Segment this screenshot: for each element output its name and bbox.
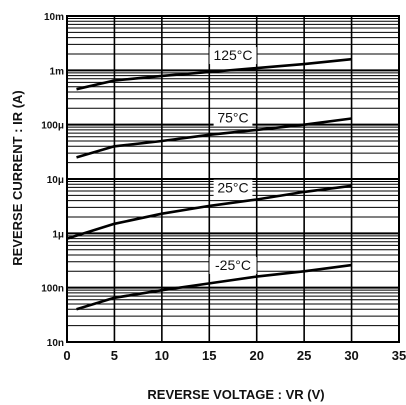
series-label: -25°C — [215, 257, 251, 273]
series-label-bg — [213, 179, 253, 197]
series-label: 125°C — [213, 47, 252, 63]
series-lines — [66, 57, 352, 311]
series-label: 25°C — [217, 180, 248, 196]
x-tick-label: 15 — [202, 348, 216, 363]
series-line — [66, 184, 352, 240]
series-labels: 125°C 75°C 25°C -25°C — [209, 47, 257, 274]
y-tick-label: 1μ — [52, 229, 64, 240]
y-tick-label: 100μ — [41, 121, 64, 132]
y-tick-label: 10μ — [47, 175, 64, 186]
x-tick-label: 30 — [344, 348, 358, 363]
x-axis-title: REVERSE VOLTAGE : VR (V) — [147, 387, 324, 402]
series-label-bg — [209, 47, 257, 65]
series-line — [76, 57, 352, 91]
series-label-bg — [213, 109, 253, 127]
x-tick-label: 25 — [297, 348, 311, 363]
y-tick-label: 10m — [44, 12, 64, 23]
y-tick-label: 10n — [47, 338, 64, 349]
series-label: 75°C — [217, 109, 248, 125]
x-tick-label: 0 — [63, 348, 70, 363]
x-tick-label: 20 — [249, 348, 263, 363]
series-line — [76, 117, 352, 159]
x-tick-label: 10 — [155, 348, 169, 363]
y-tick-label: 100n — [41, 284, 64, 295]
tick-labels: 0 5 10 15 20 25 30 35 10n 100n 1μ 10μ 100μ 1m 10m — [41, 12, 406, 363]
y-tick-label: 1m — [50, 66, 65, 77]
y-axis-title: REVERSE CURRENT : IR (A) — [10, 90, 25, 266]
series-label-bg — [209, 256, 257, 274]
plot-frame — [66, 15, 400, 343]
x-tick-label: 5 — [111, 348, 118, 363]
series-line — [76, 263, 352, 311]
x-tick-label: 35 — [392, 348, 406, 363]
